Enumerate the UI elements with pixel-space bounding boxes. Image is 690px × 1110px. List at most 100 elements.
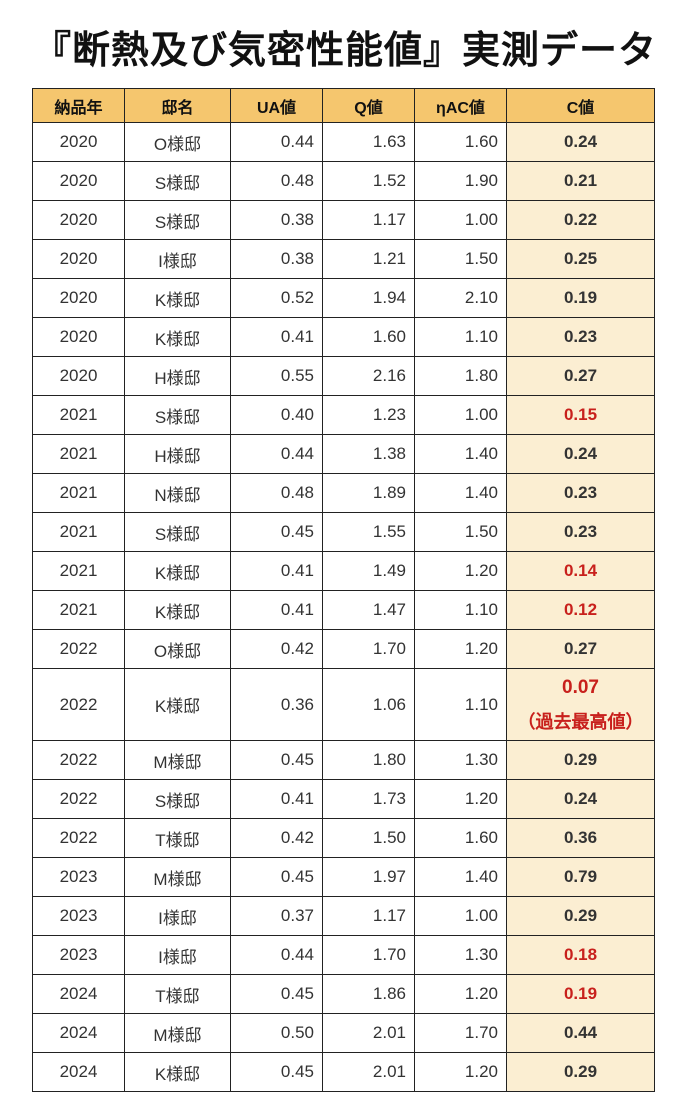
table-row: 2021 N様邸 0.48 1.89 1.40 0.23 <box>32 473 655 513</box>
table-row: 2020 S様邸 0.48 1.52 1.90 0.21 <box>32 161 655 201</box>
cell-eta-ac-value: 1.60 <box>414 122 507 162</box>
cell-residence-name: K様邸 <box>124 590 231 630</box>
cell-q-value: 1.17 <box>322 200 415 240</box>
cell-delivery-year: 2020 <box>32 239 125 279</box>
cell-delivery-year: 2022 <box>32 629 125 669</box>
cell-delivery-year: 2022 <box>32 668 125 741</box>
cell-delivery-year: 2024 <box>32 1052 125 1092</box>
cell-eta-ac-value: 1.30 <box>414 740 507 780</box>
cell-c-value: 0.44 <box>506 1013 655 1053</box>
cell-eta-ac-value: 1.40 <box>414 857 507 897</box>
table-row: 2022 K様邸 0.36 1.06 1.10 0.07 （過去最高値） <box>32 668 655 741</box>
cell-c-value: 0.19 <box>506 278 655 318</box>
cell-residence-name: H様邸 <box>124 434 231 474</box>
cell-c-value: 0.79 <box>506 857 655 897</box>
table-row: 2021 H様邸 0.44 1.38 1.40 0.24 <box>32 434 655 474</box>
cell-delivery-year: 2024 <box>32 974 125 1014</box>
table-row: 2021 K様邸 0.41 1.49 1.20 0.14 <box>32 551 655 591</box>
cell-eta-ac-value: 2.10 <box>414 278 507 318</box>
cell-q-value: 1.70 <box>322 935 415 975</box>
cell-eta-ac-value: 1.20 <box>414 779 507 819</box>
cell-residence-name: I様邸 <box>124 239 231 279</box>
cell-c-value: 0.19 <box>506 974 655 1014</box>
header-delivery-year: 納品年 <box>32 88 125 123</box>
cell-q-value: 1.60 <box>322 317 415 357</box>
cell-eta-ac-value: 1.20 <box>414 629 507 669</box>
cell-residence-name: S様邸 <box>124 161 231 201</box>
cell-q-value: 2.01 <box>322 1013 415 1053</box>
cell-q-value: 1.73 <box>322 779 415 819</box>
cell-residence-name: S様邸 <box>124 512 231 552</box>
cell-ua-value: 0.52 <box>230 278 323 318</box>
cell-eta-ac-value: 1.10 <box>414 590 507 630</box>
cell-residence-name: N様邸 <box>124 473 231 513</box>
cell-ua-value: 0.48 <box>230 161 323 201</box>
cell-residence-name: T様邸 <box>124 974 231 1014</box>
cell-residence-name: S様邸 <box>124 200 231 240</box>
cell-q-value: 1.47 <box>322 590 415 630</box>
cell-c-value: 0.27 <box>506 356 655 396</box>
cell-delivery-year: 2021 <box>32 512 125 552</box>
table-row: 2022 T様邸 0.42 1.50 1.60 0.36 <box>32 818 655 858</box>
table-row: 2022 O様邸 0.42 1.70 1.20 0.27 <box>32 629 655 669</box>
cell-eta-ac-value: 1.00 <box>414 395 507 435</box>
cell-q-value: 1.17 <box>322 896 415 936</box>
cell-residence-name: K様邸 <box>124 317 231 357</box>
cell-c-value: 0.18 <box>506 935 655 975</box>
cell-c-value: 0.29 <box>506 740 655 780</box>
cell-c-value: 0.24 <box>506 779 655 819</box>
table-header-row: 納品年 邸名 UA値 Q値 ηAC値 C値 <box>32 88 655 123</box>
cell-eta-ac-value: 1.50 <box>414 239 507 279</box>
cell-ua-value: 0.45 <box>230 857 323 897</box>
cell-eta-ac-value: 1.40 <box>414 473 507 513</box>
cell-q-value: 2.16 <box>322 356 415 396</box>
cell-residence-name: O様邸 <box>124 122 231 162</box>
cell-c-value: 0.21 <box>506 161 655 201</box>
cell-c-value: 0.29 <box>506 1052 655 1092</box>
cell-c-value: 0.12 <box>506 590 655 630</box>
table-row: 2024 T様邸 0.45 1.86 1.20 0.19 <box>32 974 655 1014</box>
cell-residence-name: I様邸 <box>124 896 231 936</box>
cell-ua-value: 0.44 <box>230 434 323 474</box>
cell-ua-value: 0.38 <box>230 200 323 240</box>
cell-q-value: 2.01 <box>322 1052 415 1092</box>
cell-ua-value: 0.41 <box>230 551 323 591</box>
cell-ua-value: 0.55 <box>230 356 323 396</box>
cell-eta-ac-value: 1.20 <box>414 1052 507 1092</box>
cell-q-value: 1.70 <box>322 629 415 669</box>
cell-eta-ac-value: 1.60 <box>414 818 507 858</box>
cell-eta-ac-value: 1.20 <box>414 551 507 591</box>
cell-ua-value: 0.41 <box>230 779 323 819</box>
cell-c-value: 0.07 （過去最高値） <box>506 668 655 741</box>
cell-residence-name: K様邸 <box>124 1052 231 1092</box>
cell-residence-name: M様邸 <box>124 857 231 897</box>
cell-ua-value: 0.41 <box>230 317 323 357</box>
cell-ua-value: 0.45 <box>230 1052 323 1092</box>
cell-q-value: 1.94 <box>322 278 415 318</box>
cell-residence-name: S様邸 <box>124 779 231 819</box>
cell-q-value: 1.89 <box>322 473 415 513</box>
cell-c-value: 0.23 <box>506 473 655 513</box>
cell-eta-ac-value: 1.90 <box>414 161 507 201</box>
cell-eta-ac-value: 1.20 <box>414 974 507 1014</box>
cell-delivery-year: 2020 <box>32 161 125 201</box>
cell-delivery-year: 2021 <box>32 551 125 591</box>
table-row: 2020 K様邸 0.52 1.94 2.10 0.19 <box>32 278 655 318</box>
cell-delivery-year: 2024 <box>32 1013 125 1053</box>
cell-residence-name: M様邸 <box>124 740 231 780</box>
table-row: 2021 S様邸 0.40 1.23 1.00 0.15 <box>32 395 655 435</box>
cell-ua-value: 0.41 <box>230 590 323 630</box>
cell-c-value: 0.24 <box>506 434 655 474</box>
cell-delivery-year: 2020 <box>32 356 125 396</box>
cell-delivery-year: 2023 <box>32 857 125 897</box>
cell-c-value: 0.23 <box>506 317 655 357</box>
cell-ua-value: 0.36 <box>230 668 323 741</box>
cell-delivery-year: 2021 <box>32 590 125 630</box>
cell-c-value: 0.15 <box>506 395 655 435</box>
table-row: 2020 I様邸 0.38 1.21 1.50 0.25 <box>32 239 655 279</box>
table-body: 2020 O様邸 0.44 1.63 1.60 0.24 2020 S様邸 0.48 1.52 1.… <box>32 122 655 1092</box>
cell-delivery-year: 2020 <box>32 278 125 318</box>
table-row: 2020 H様邸 0.55 2.16 1.80 0.27 <box>32 356 655 396</box>
cell-c-value: 0.14 <box>506 551 655 591</box>
